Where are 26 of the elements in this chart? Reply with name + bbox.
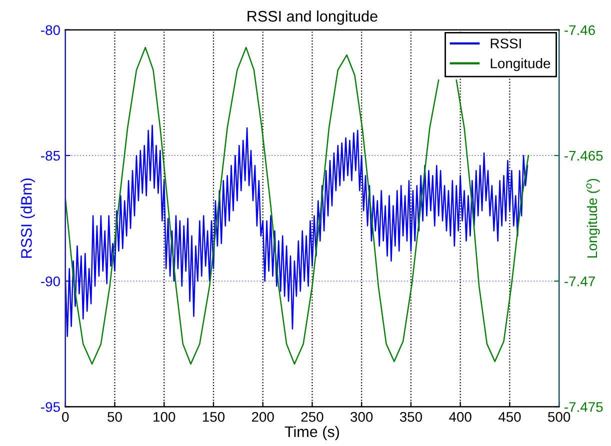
- y-axis-title: RSSI (dBm): [20, 178, 35, 258]
- y-tick-label: -95: [41, 402, 60, 412]
- x-tick-label: 500: [548, 412, 570, 422]
- y2-tick-label: -7.47: [564, 276, 595, 286]
- line-series: [65, 124, 528, 338]
- legend-label: Longitude: [490, 58, 550, 72]
- y2-axis-title: Longitude ($^{o}$): [586, 178, 600, 258]
- x-tick-label: 400: [449, 412, 472, 422]
- y-tick-label: -85: [41, 150, 60, 161]
- y2-tick-label: -7.465: [564, 150, 603, 161]
- y-tick-label: -80: [41, 25, 60, 36]
- x-tick-label: 350: [400, 412, 422, 422]
- x-tick-label: 200: [252, 412, 274, 422]
- y-tick-label: -90: [41, 276, 60, 286]
- y2-tick-label: -7.46: [564, 25, 595, 36]
- chart-title: RSSI and longitude: [248, 10, 378, 25]
- legend-label: RSSI: [490, 38, 521, 48]
- x-tick-label: 100: [154, 412, 176, 422]
- y2-tick-label: -7.475: [564, 402, 603, 412]
- x-tick-label: 150: [202, 412, 225, 422]
- x-tick-label: 250: [301, 412, 324, 422]
- x-tick-label: 300: [350, 412, 373, 422]
- x-tick-label: 50: [108, 412, 122, 422]
- x-tick-label: 0: [62, 412, 69, 422]
- x-tick-label: 450: [498, 412, 521, 422]
- x-axis-title: Time (s): [284, 426, 339, 440]
